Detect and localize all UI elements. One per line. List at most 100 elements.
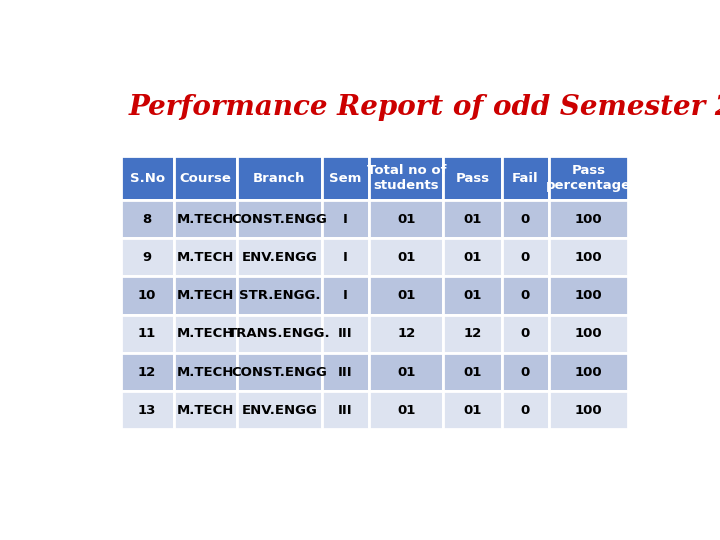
Bar (121, 353, 174, 391)
Bar (121, 315, 174, 353)
Text: 100: 100 (575, 213, 603, 226)
Bar (322, 156, 369, 200)
Bar (174, 200, 237, 238)
Text: I: I (343, 289, 348, 302)
Text: M.TECH: M.TECH (176, 366, 234, 379)
Text: Branch: Branch (253, 172, 305, 185)
Text: 12: 12 (463, 327, 482, 340)
Text: Course: Course (179, 172, 231, 185)
Bar (121, 391, 174, 429)
Text: 100: 100 (575, 366, 603, 379)
Text: TRANS.ENGG.: TRANS.ENGG. (228, 327, 330, 340)
Text: 01: 01 (463, 366, 482, 379)
Bar (549, 353, 629, 391)
Text: 0: 0 (521, 327, 530, 340)
Text: 0: 0 (521, 213, 530, 226)
Text: Performance Report of odd Semester 2016-17: Performance Report of odd Semester 2016-… (129, 94, 720, 121)
Text: 01: 01 (397, 404, 415, 417)
Text: 100: 100 (575, 289, 603, 302)
Bar (444, 391, 502, 429)
Text: M.TECH: M.TECH (176, 289, 234, 302)
Bar (174, 315, 237, 353)
Bar (444, 200, 502, 238)
Bar (174, 156, 237, 200)
Bar (237, 156, 322, 200)
Bar (369, 156, 444, 200)
Text: 01: 01 (397, 213, 415, 226)
Bar (444, 276, 502, 315)
Bar (322, 391, 369, 429)
Text: M.TECH: M.TECH (176, 251, 234, 264)
Text: 100: 100 (575, 251, 603, 264)
Bar (237, 238, 322, 276)
Text: 0: 0 (521, 251, 530, 264)
Bar (502, 200, 549, 238)
Bar (502, 391, 549, 429)
Text: Fail: Fail (512, 172, 539, 185)
Bar (121, 276, 174, 315)
Bar (502, 276, 549, 315)
Bar (444, 238, 502, 276)
Text: M.TECH: M.TECH (176, 327, 234, 340)
Bar (322, 200, 369, 238)
Text: 100: 100 (575, 404, 603, 417)
Bar (322, 238, 369, 276)
Text: III: III (338, 404, 353, 417)
Bar (237, 276, 322, 315)
Bar (502, 238, 549, 276)
Bar (174, 353, 237, 391)
Bar (237, 353, 322, 391)
Text: Pass
percentage: Pass percentage (546, 164, 631, 192)
Bar (444, 156, 502, 200)
Bar (369, 276, 444, 315)
Bar (322, 315, 369, 353)
Text: 12: 12 (138, 366, 156, 379)
Bar (369, 391, 444, 429)
Bar (549, 156, 629, 200)
Text: CONST.ENGG: CONST.ENGG (231, 366, 328, 379)
Text: 0: 0 (521, 404, 530, 417)
Text: 01: 01 (397, 366, 415, 379)
Text: 01: 01 (463, 213, 482, 226)
Text: Pass: Pass (455, 172, 490, 185)
Text: 0: 0 (521, 289, 530, 302)
Text: 0: 0 (521, 366, 530, 379)
Bar (237, 315, 322, 353)
Text: M.TECH: M.TECH (176, 213, 234, 226)
Text: 12: 12 (397, 327, 415, 340)
Bar (174, 238, 237, 276)
Bar (549, 315, 629, 353)
Text: I: I (343, 251, 348, 264)
Text: III: III (338, 327, 353, 340)
Text: 9: 9 (143, 251, 152, 264)
Text: 01: 01 (463, 251, 482, 264)
Text: I: I (343, 213, 348, 226)
Bar (369, 315, 444, 353)
Bar (121, 200, 174, 238)
Text: STR.ENGG.: STR.ENGG. (238, 289, 320, 302)
Text: 10: 10 (138, 289, 156, 302)
Text: Total no of
students: Total no of students (366, 164, 446, 192)
Bar (369, 200, 444, 238)
Bar (549, 200, 629, 238)
Text: ENV.ENGG: ENV.ENGG (241, 404, 318, 417)
Text: ENV.ENGG: ENV.ENGG (241, 251, 318, 264)
Text: III: III (338, 366, 353, 379)
Bar (444, 353, 502, 391)
Text: S.No: S.No (130, 172, 165, 185)
Bar (549, 276, 629, 315)
Text: Sem: Sem (329, 172, 361, 185)
Text: 01: 01 (463, 289, 482, 302)
Bar (174, 391, 237, 429)
Text: 01: 01 (397, 251, 415, 264)
Bar (237, 391, 322, 429)
Bar (121, 238, 174, 276)
Bar (237, 200, 322, 238)
Bar (502, 353, 549, 391)
Text: CONST.ENGG: CONST.ENGG (231, 213, 328, 226)
Bar (369, 238, 444, 276)
Bar (502, 156, 549, 200)
Text: 8: 8 (143, 213, 152, 226)
Text: 11: 11 (138, 327, 156, 340)
Bar (322, 353, 369, 391)
